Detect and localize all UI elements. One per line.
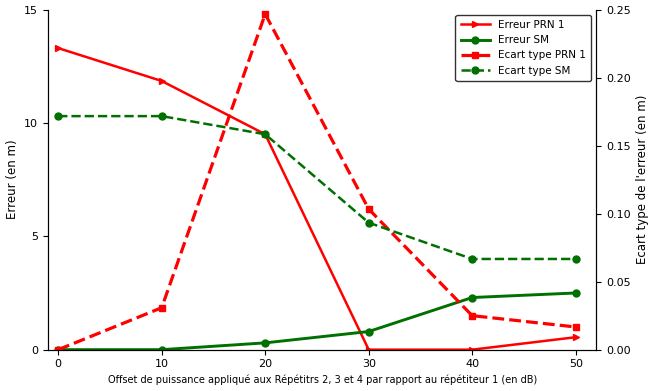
Ecart type PRN 1	[261, 12, 269, 16]
Erreur PRN 1	[158, 79, 166, 83]
Ecart type PRN 1	[572, 325, 580, 329]
Erreur SM	[365, 329, 373, 334]
Line: Ecart type SM: Ecart type SM	[55, 113, 579, 262]
Ecart type SM	[468, 256, 476, 261]
Legend: Erreur PRN 1, Erreur SM, Ecart type PRN 1, Ecart type SM: Erreur PRN 1, Erreur SM, Ecart type PRN …	[455, 15, 591, 81]
Ecart type PRN 1	[158, 305, 166, 310]
Y-axis label: Ecart type de l'erreur (en m): Ecart type de l'erreur (en m)	[637, 95, 650, 264]
Ecart type SM	[572, 256, 580, 261]
Erreur SM	[54, 347, 62, 352]
Line: Erreur SM: Erreur SM	[55, 289, 579, 353]
Ecart type PRN 1	[54, 347, 62, 352]
Line: Ecart type PRN 1: Ecart type PRN 1	[55, 11, 579, 353]
Y-axis label: Erreur (en m): Erreur (en m)	[5, 140, 18, 219]
Ecart type SM	[365, 221, 373, 225]
Ecart type SM	[158, 114, 166, 118]
Erreur PRN 1	[468, 347, 476, 352]
Ecart type PRN 1	[468, 313, 476, 318]
Erreur PRN 1	[54, 46, 62, 50]
Ecart type SM	[54, 114, 62, 118]
Erreur SM	[261, 341, 269, 345]
Line: Erreur PRN 1: Erreur PRN 1	[55, 45, 579, 353]
Erreur PRN 1	[365, 347, 373, 352]
Erreur SM	[572, 291, 580, 295]
Ecart type SM	[261, 132, 269, 136]
Erreur PRN 1	[261, 132, 269, 136]
Erreur PRN 1	[572, 335, 580, 339]
Erreur SM	[158, 347, 166, 352]
Erreur SM	[468, 295, 476, 300]
Ecart type PRN 1	[365, 207, 373, 212]
X-axis label: Offset de puissance appliqué aux Répétitrs 2, 3 et 4 par rapport au répétiteur 1: Offset de puissance appliqué aux Répétit…	[107, 375, 536, 386]
